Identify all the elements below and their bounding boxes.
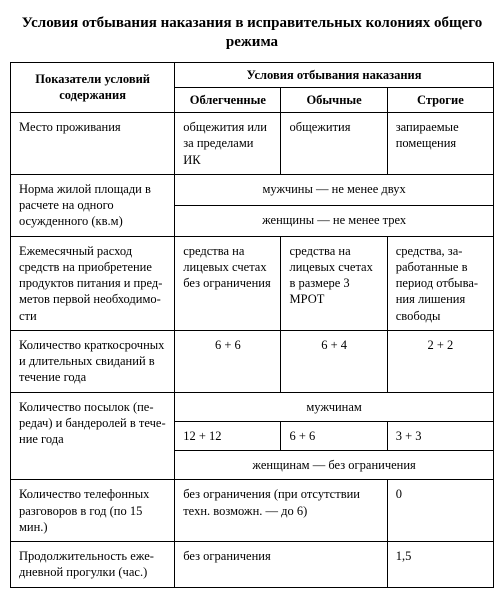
cell: 2 + 2 [387, 330, 493, 392]
th-col2: Обычные [281, 87, 387, 112]
row-label: Количество посылок (пе­редач) и бандерол… [11, 392, 175, 480]
cell-merged: мужчинам [175, 392, 494, 421]
cell-merged: женщины — не менее трех [175, 205, 494, 236]
row-label: Норма жилой площади в расчете на одного … [11, 174, 175, 236]
th-indicator: Показатели условий содержания [11, 62, 175, 113]
table-row: Продолжительность еже­дневной прогулки (… [11, 542, 494, 588]
cell-merged: женщинам — без ограничения [175, 451, 494, 480]
cell: средства на лицевых счетах в размере 3 М… [281, 236, 387, 330]
table-row: Количество телефонных разговоров в год (… [11, 480, 494, 542]
cell: 6 + 6 [175, 330, 281, 392]
cell: запираемые помещения [387, 113, 493, 175]
cell: общежития [281, 113, 387, 175]
table-row: Место проживания общежития или за предел… [11, 113, 494, 175]
row-label: Количество краткосроч­ных и длительных с… [11, 330, 175, 392]
conditions-table: Показатели условий содержания Условия от… [10, 62, 494, 588]
cell: 1,5 [387, 542, 493, 588]
cell-merged: без ограничения [175, 542, 388, 588]
row-label: Количество телефонных разговоров в год (… [11, 480, 175, 542]
th-conditions: Условия отбывания наказания [175, 62, 494, 87]
table-row: Количество краткосроч­ных и длительных с… [11, 330, 494, 392]
row-label: Продолжительность еже­дневной прогулки (… [11, 542, 175, 588]
cell: 6 + 4 [281, 330, 387, 392]
cell: общежития или за предела­ми ИК [175, 113, 281, 175]
th-col3: Строгие [387, 87, 493, 112]
cell: 0 [387, 480, 493, 542]
row-label: Ежемесячный расход средств на приобретен… [11, 236, 175, 330]
table-row: Ежемесячный расход средств на приобретен… [11, 236, 494, 330]
cell: 12 + 12 [175, 421, 281, 450]
page-title: Условия отбывания наказания в исправител… [16, 14, 488, 52]
cell-merged: без ограничения (при отсутст­вии техн. в… [175, 480, 388, 542]
table-row: Количество посылок (пе­редач) и бандерол… [11, 392, 494, 421]
cell: 3 + 3 [387, 421, 493, 450]
table-row: Норма жилой площади в расчете на одного … [11, 174, 494, 205]
cell: средства, за­работанные в период отбыва­… [387, 236, 493, 330]
cell: средства на лицевых счетах без ограниче­… [175, 236, 281, 330]
row-label: Место проживания [11, 113, 175, 175]
cell: 6 + 6 [281, 421, 387, 450]
cell-merged: мужчины — не менее двух [175, 174, 494, 205]
th-col1: Облегченные [175, 87, 281, 112]
